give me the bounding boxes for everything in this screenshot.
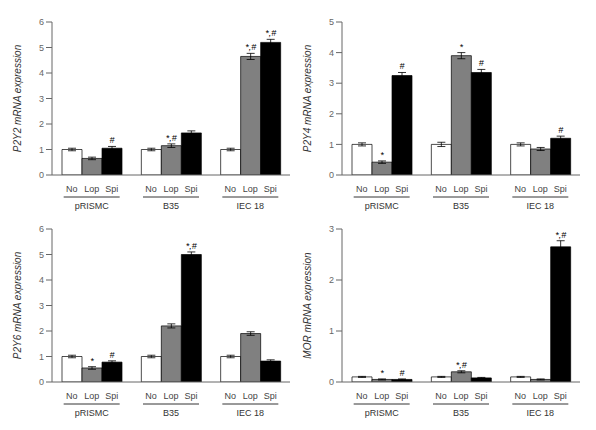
svg-text:Lop: Lop xyxy=(453,184,468,194)
svg-text:Lop: Lop xyxy=(163,391,178,401)
svg-text:#: # xyxy=(558,125,564,135)
svg-text:3: 3 xyxy=(39,94,44,104)
svg-text:#: # xyxy=(109,350,115,360)
svg-text:3: 3 xyxy=(329,224,334,234)
svg-text:IEC 18: IEC 18 xyxy=(237,201,265,211)
svg-text:4: 4 xyxy=(329,48,334,58)
svg-text:1: 1 xyxy=(39,352,44,362)
svg-text:No: No xyxy=(66,184,78,194)
svg-text:Lop: Lop xyxy=(84,391,99,401)
svg-text:Lop: Lop xyxy=(243,391,258,401)
svg-text:B35: B35 xyxy=(163,201,179,211)
svg-text:B35: B35 xyxy=(453,408,469,418)
svg-text:No: No xyxy=(435,391,447,401)
svg-text:No: No xyxy=(356,184,368,194)
svg-text:*,#: *,# xyxy=(245,42,257,52)
svg-text:*,#: *,# xyxy=(186,241,198,251)
svg-text:No: No xyxy=(66,391,78,401)
svg-text:P2Y6 mRNA expression: P2Y6 mRNA expression xyxy=(12,251,23,359)
svg-text:MOR mRNA expression: MOR mRNA expression xyxy=(302,252,313,359)
svg-text:No: No xyxy=(225,184,237,194)
svg-text:*: * xyxy=(380,368,384,378)
svg-text:Spi: Spi xyxy=(474,184,487,194)
svg-text:No: No xyxy=(225,391,237,401)
svg-text:Lop: Lop xyxy=(533,391,548,401)
svg-text:3: 3 xyxy=(329,78,334,88)
svg-text:2: 2 xyxy=(329,275,334,285)
svg-text:*,#: *,# xyxy=(456,360,468,370)
svg-text:pRISMC: pRISMC xyxy=(365,201,400,211)
svg-text:Spi: Spi xyxy=(474,391,487,401)
svg-text:2: 2 xyxy=(39,326,44,336)
svg-text:3: 3 xyxy=(39,301,44,311)
svg-text:4: 4 xyxy=(39,68,44,78)
svg-text:#: # xyxy=(109,135,115,145)
svg-text:Spi: Spi xyxy=(264,391,277,401)
svg-text:#: # xyxy=(479,58,485,68)
svg-text:5: 5 xyxy=(39,43,44,53)
svg-text:IEC 18: IEC 18 xyxy=(237,408,265,418)
svg-text:Spi: Spi xyxy=(554,184,567,194)
svg-text:IEC 18: IEC 18 xyxy=(527,408,555,418)
svg-text:Lop: Lop xyxy=(84,184,99,194)
svg-text:Spi: Spi xyxy=(105,391,118,401)
svg-text:*: * xyxy=(380,150,384,160)
svg-text:Lop: Lop xyxy=(533,184,548,194)
svg-text:1: 1 xyxy=(329,326,334,336)
svg-text:Lop: Lop xyxy=(374,184,389,194)
svg-text:0: 0 xyxy=(39,170,44,180)
svg-text:Lop: Lop xyxy=(453,391,468,401)
svg-text:P2Y2 mRNA expression: P2Y2 mRNA expression xyxy=(12,44,23,152)
svg-text:P2Y4 mRNA expression: P2Y4 mRNA expression xyxy=(302,44,313,152)
svg-text:*,#: *,# xyxy=(166,133,178,143)
svg-text:#: # xyxy=(399,368,405,378)
svg-text:No: No xyxy=(145,184,157,194)
svg-text:Lop: Lop xyxy=(163,184,178,194)
svg-text:IEC 18: IEC 18 xyxy=(527,201,555,211)
svg-text:*,#: *,# xyxy=(265,28,277,38)
svg-text:*: * xyxy=(460,42,464,52)
svg-text:Lop: Lop xyxy=(243,184,258,194)
svg-text:*: * xyxy=(90,356,94,366)
svg-text:6: 6 xyxy=(39,17,44,27)
svg-text:4: 4 xyxy=(39,275,44,285)
svg-text:No: No xyxy=(515,391,527,401)
svg-text:Lop: Lop xyxy=(374,391,389,401)
svg-text:pRISMC: pRISMC xyxy=(365,408,400,418)
svg-text:Spi: Spi xyxy=(554,391,567,401)
svg-text:1: 1 xyxy=(39,145,44,155)
svg-text:No: No xyxy=(356,391,368,401)
svg-text:Spi: Spi xyxy=(184,391,197,401)
svg-text:*,#: *,# xyxy=(555,230,567,240)
svg-text:2: 2 xyxy=(39,119,44,129)
svg-text:0: 0 xyxy=(329,377,334,387)
svg-text:0: 0 xyxy=(39,377,44,387)
svg-text:Spi: Spi xyxy=(264,184,277,194)
svg-text:5: 5 xyxy=(329,17,334,27)
svg-text:2: 2 xyxy=(329,109,334,119)
svg-text:0: 0 xyxy=(329,170,334,180)
svg-text:Spi: Spi xyxy=(184,184,197,194)
svg-text:pRISMC: pRISMC xyxy=(75,201,110,211)
svg-text:#: # xyxy=(399,61,405,71)
svg-text:B35: B35 xyxy=(453,201,469,211)
svg-text:1: 1 xyxy=(329,140,334,150)
svg-text:5: 5 xyxy=(39,250,44,260)
svg-text:No: No xyxy=(435,184,447,194)
svg-text:Spi: Spi xyxy=(105,184,118,194)
svg-text:No: No xyxy=(515,184,527,194)
svg-text:No: No xyxy=(145,391,157,401)
svg-text:pRISMC: pRISMC xyxy=(75,408,110,418)
svg-text:B35: B35 xyxy=(163,408,179,418)
svg-text:Spi: Spi xyxy=(395,391,408,401)
svg-text:6: 6 xyxy=(39,224,44,234)
svg-text:Spi: Spi xyxy=(395,184,408,194)
